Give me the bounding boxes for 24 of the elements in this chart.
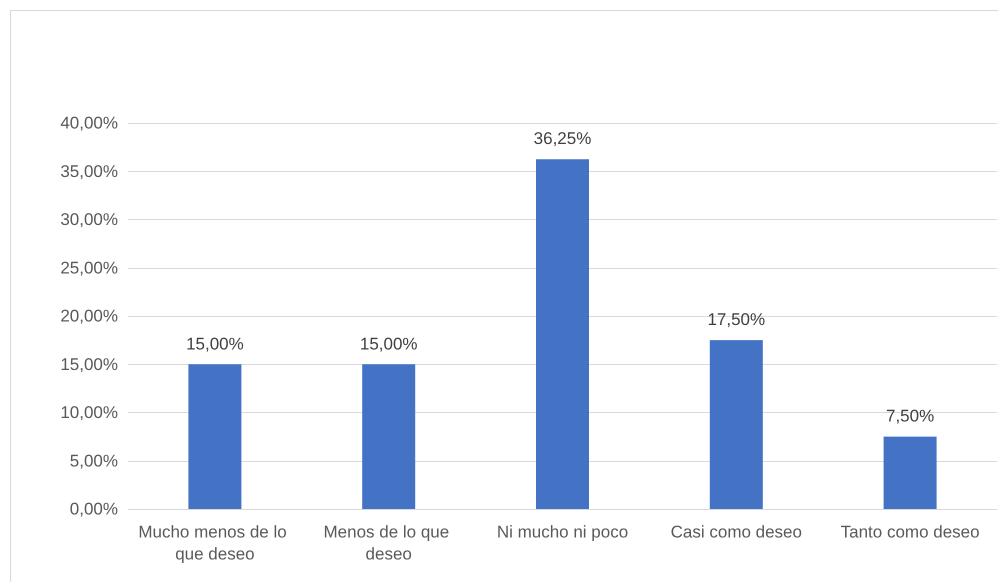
y-tick-label: 15,00%: [60, 354, 118, 374]
y-tick-label: 25,00%: [60, 258, 118, 278]
y-tick-label: 10,00%: [60, 403, 118, 422]
data-label: 36,25%: [534, 129, 592, 148]
data-label: 15,00%: [360, 334, 418, 354]
x-tick-label: Menos de lo que deseo: [323, 522, 454, 564]
bar: [362, 364, 416, 509]
bar: [536, 159, 589, 509]
x-tick-label: Ni mucho ni poco: [496, 522, 628, 542]
bar: [188, 364, 242, 509]
x-tick-label: Mucho menos de lo que deseo: [138, 522, 292, 564]
y-tick-label: 35,00%: [60, 162, 118, 181]
bar: [710, 340, 763, 509]
y-tick-label: 0,00%: [70, 500, 118, 518]
y-tick-label: 5,00%: [70, 451, 118, 470]
y-tick-label: 40,00%: [60, 114, 118, 132]
x-tick-label: Casi como deseo: [670, 522, 802, 542]
bar: [884, 436, 937, 509]
y-tick-label: 30,00%: [60, 210, 118, 229]
y-tick-label: 20,00%: [60, 306, 118, 326]
data-label: 7,50%: [886, 406, 934, 426]
data-label: 15,00%: [186, 334, 244, 354]
data-label: 17,50%: [707, 310, 766, 330]
x-tick-label: Tanto como deseo: [840, 522, 980, 542]
